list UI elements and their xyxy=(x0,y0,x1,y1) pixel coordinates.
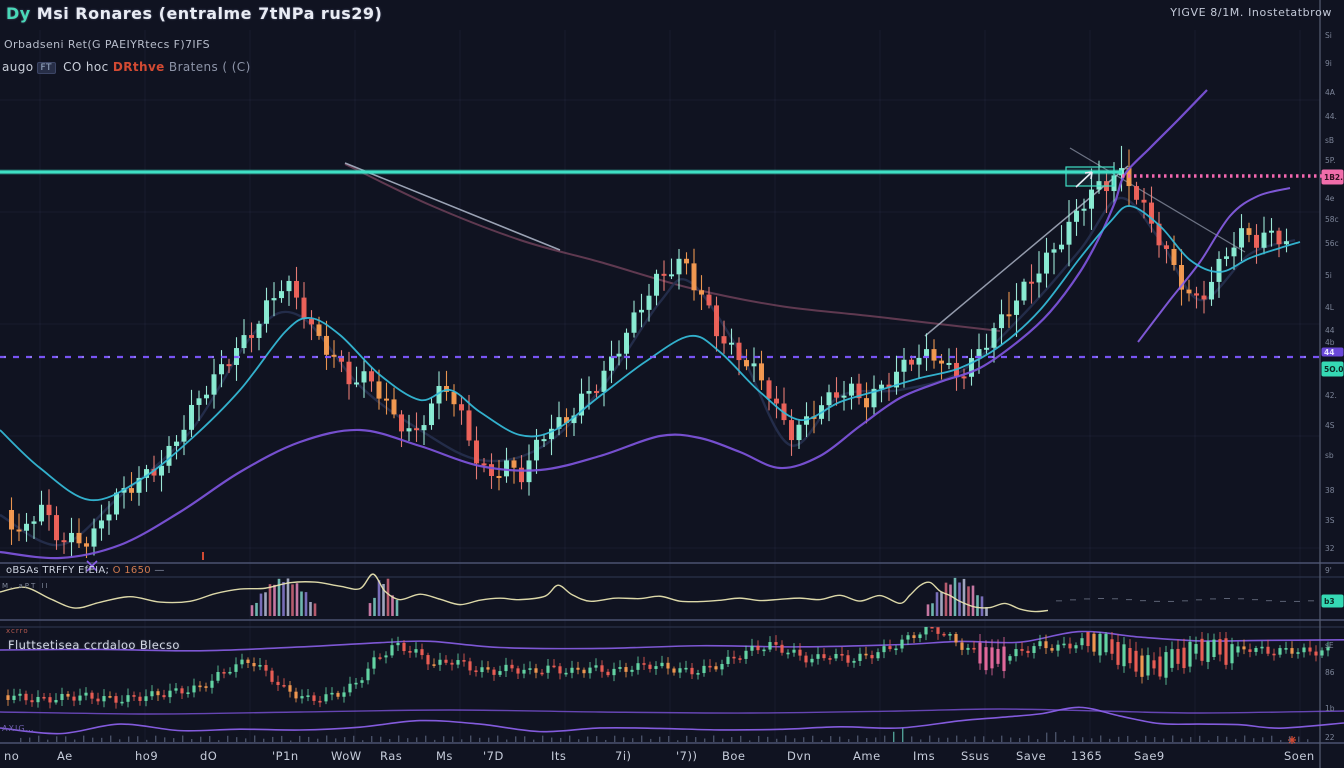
gridlines xyxy=(0,30,1320,743)
trendline-ascending[interactable] xyxy=(924,165,1129,337)
price-axis-label: 3S xyxy=(1325,516,1335,525)
price-axis-label: 58c xyxy=(1325,215,1339,224)
time-axis-label: '7)) xyxy=(676,749,697,763)
candlesticks xyxy=(9,145,1289,558)
legend-suffix: Bratens ( (C) xyxy=(164,60,251,74)
price-axis-label: sb xyxy=(1325,451,1334,460)
consolidation-box[interactable] xyxy=(1065,166,1115,187)
price-axis-label: 4S xyxy=(1325,421,1335,430)
time-axis-label: WoW xyxy=(331,749,362,763)
price-axis[interactable]: Si9i4A44.sB5P.4e58c56c5i4L444b42.4Ssb383… xyxy=(1321,31,1344,742)
legend-prefix: augo xyxy=(2,60,34,74)
red-star-marker xyxy=(1288,736,1296,744)
legend-title[interactable]: Dy Msi Ronares (entralme 7tNPa rus29) xyxy=(6,4,382,23)
price-axis-label: sB xyxy=(1325,136,1334,145)
main-price-panel xyxy=(0,89,1301,560)
price-axis-label: 56c xyxy=(1325,239,1339,248)
symbol-name: Dy xyxy=(6,4,31,23)
descending-curve xyxy=(344,163,1001,332)
price-axis-label: 9' xyxy=(1325,566,1332,575)
watermark-text: YIGVE 8/1M. Inostetatbrow xyxy=(1170,6,1332,19)
ma-purple-line-2 xyxy=(1137,187,1291,343)
indicator1-panel xyxy=(0,573,1314,616)
price-axis-label: 4e xyxy=(1325,194,1335,203)
price-axis-label: 44 xyxy=(1325,326,1335,335)
price-axis-label: 86 xyxy=(1325,668,1335,677)
price-axis-label: 5i xyxy=(1325,271,1332,280)
time-axis-label: Boe xyxy=(722,749,746,763)
indicator1-sublabel: M. aPT II xyxy=(2,582,50,590)
legend-mid: CO hoc xyxy=(58,60,113,74)
time-axis-label: dO xyxy=(200,749,217,763)
price-axis-label: 38 xyxy=(1325,486,1335,495)
legend-red-value: DRthve xyxy=(112,60,165,74)
oscillator-purple-line xyxy=(0,706,1344,735)
price-badge-text: 5O.0 xyxy=(1324,365,1344,374)
indicator1-name: oBSAs TRFFY EfEIA; xyxy=(6,565,113,576)
price-badge-text: 1B2.5 xyxy=(1324,173,1344,182)
price-axis-label: 22 xyxy=(1325,733,1335,742)
price-axis-label: 4A xyxy=(1325,88,1336,97)
symbol-description: Msi Ronares (entralme 7tNPa rus29) xyxy=(30,4,383,23)
price-axis-label: sE xyxy=(1325,641,1334,650)
indicator1-value: O 1650 xyxy=(112,565,151,576)
legend-badge: FT xyxy=(36,62,56,74)
oscillator-yellow-line xyxy=(0,573,1049,613)
time-axis-label: '7D xyxy=(483,749,504,763)
time-axis[interactable]: no Ae ho9 dO 'P1n WoW Ras Ms '7D Its 7i) '7)) Boe Dvn… xyxy=(4,749,1315,763)
band-top-line xyxy=(0,630,1344,652)
arrow-marker[interactable] xyxy=(1075,171,1093,188)
price-axis-label: Si xyxy=(1325,31,1332,40)
time-axis-label: Ms xyxy=(436,749,453,763)
time-axis-label: Save xyxy=(1016,749,1046,763)
time-axis-label: Ims xyxy=(913,749,935,763)
price-axis-label: 42. xyxy=(1325,391,1337,400)
price-badge-text: 44 xyxy=(1324,348,1334,357)
time-axis-label: 'P1n xyxy=(272,749,299,763)
price-badge xyxy=(1321,361,1344,377)
time-axis-label: Ae xyxy=(57,749,73,763)
ma-cyan-line xyxy=(0,205,1301,502)
price-badge-text: b3 xyxy=(1324,597,1335,606)
legend-indicator-row-2[interactable]: augo FT CO hoc DRthve Bratens ( (C) xyxy=(2,60,251,74)
time-axis-label: Dvn xyxy=(787,749,811,763)
time-axis-label: ho9 xyxy=(135,749,158,763)
price-axis-label: 32 xyxy=(1325,544,1335,553)
price-axis-label: 5P. xyxy=(1325,156,1336,165)
price-axis-label: 4b xyxy=(1325,338,1335,347)
price-axis-label: 4L xyxy=(1325,303,1335,312)
time-axis-label: 1365 xyxy=(1071,749,1102,763)
purple-x-marker xyxy=(86,560,98,572)
price-badge xyxy=(1321,594,1344,608)
time-axis-label: Ssus xyxy=(961,749,990,763)
price-axis-label: 1b xyxy=(1325,704,1335,713)
legend-indicator-row-1[interactable]: Orbadseni Ret(G PAEIYRtecs F)7IFS xyxy=(4,38,210,51)
indicator2-left-tag: AXIG… xyxy=(2,724,35,733)
time-axis-label: Ras xyxy=(380,749,402,763)
time-axis-label: no xyxy=(4,749,19,763)
price-badge xyxy=(1321,169,1344,185)
indicator1-label[interactable]: oBSAs TRFFY EfEIA; O 1650 — xyxy=(6,565,165,576)
band-bottom-line xyxy=(0,708,1344,715)
indicator2-label[interactable]: Fluttsetisea ccrdaloo Blecso xyxy=(8,638,180,652)
time-axis-label: Soen xyxy=(1284,749,1315,763)
time-axis-label: 7i) xyxy=(615,749,632,763)
trendline-descending[interactable] xyxy=(344,162,561,251)
price-badge xyxy=(1321,347,1344,357)
price-axis-label: 9i xyxy=(1325,59,1332,68)
time-axis-label: Its xyxy=(551,749,566,763)
time-axis-label: Sae9 xyxy=(1134,749,1165,763)
price-axis-label: 44. xyxy=(1325,112,1337,121)
time-axis-label: Ame xyxy=(853,749,881,763)
indicator2-panel xyxy=(0,626,1344,742)
indicator1-dash: — xyxy=(150,565,165,576)
indicator2-tag: xcrro xyxy=(6,627,29,635)
